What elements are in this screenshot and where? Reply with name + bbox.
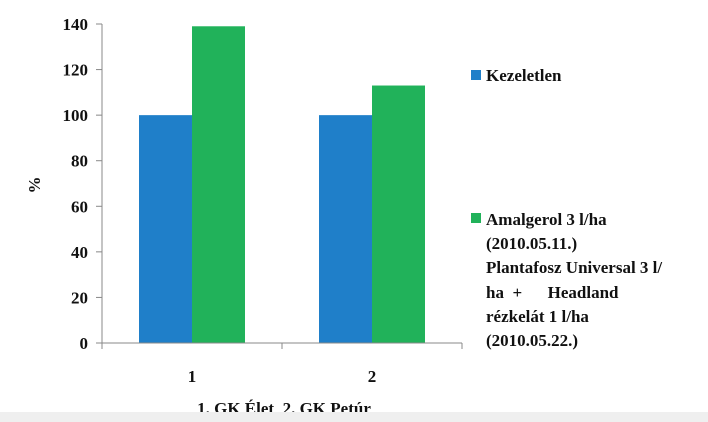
- y-tick-label: 40: [71, 243, 88, 262]
- y-tick-label: 100: [63, 106, 89, 125]
- y-tick-label: 60: [71, 197, 88, 216]
- bar: [139, 115, 192, 344]
- y-axis-ticks: 0 20 40 60 80 100 120 140: [63, 15, 102, 353]
- bars: [139, 26, 425, 344]
- y-tick-label: 120: [63, 61, 89, 80]
- bottom-strip: [0, 412, 708, 422]
- legend: Kezeletlen Amalgerol 3 l/ha (2010.05.11.…: [471, 66, 662, 350]
- legend-swatch-amalgerol: [471, 213, 481, 223]
- x-tick-label: 1: [188, 367, 197, 386]
- bar: [319, 115, 372, 344]
- y-tick-label: 20: [71, 288, 88, 307]
- bar: [192, 26, 245, 344]
- legend-swatch-kezeletlen: [471, 70, 481, 80]
- x-tick-label: 2: [368, 367, 377, 386]
- y-tick-label: 80: [71, 152, 88, 171]
- y-tick-label: 0: [80, 334, 89, 353]
- legend-label-kezeletlen: Kezeletlen: [486, 66, 562, 85]
- bar: [372, 85, 425, 344]
- y-tick-label: 140: [63, 15, 89, 34]
- y-axis-label: %: [25, 177, 44, 194]
- legend-label-amalgerol: Amalgerol 3 l/ha (2010.05.11.) Plantafos…: [486, 210, 662, 350]
